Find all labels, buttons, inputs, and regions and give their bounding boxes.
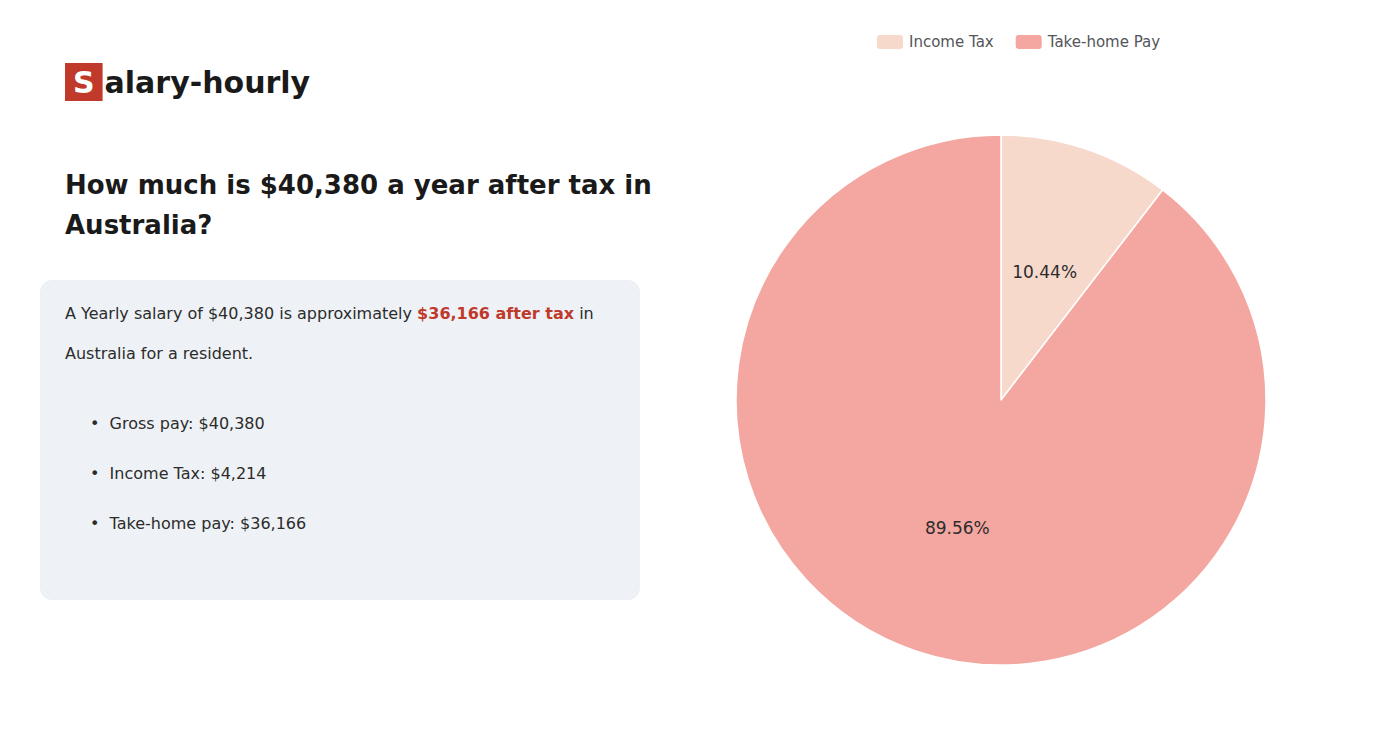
- svg-text:alary-hourly: alary-hourly: [105, 65, 311, 100]
- svg-text:89.56%: 89.56%: [925, 518, 990, 538]
- svg-text:• Take-home pay: $36,166: • Take-home pay: $36,166: [90, 514, 306, 533]
- svg-text:A Yearly salary of $40,380 is: A Yearly salary of $40,380 is approximat…: [65, 304, 417, 323]
- svg-text:Australia?: Australia?: [65, 210, 212, 240]
- svg-text:Australia for a resident.: Australia for a resident.: [65, 344, 253, 363]
- svg-text:in: in: [574, 304, 594, 323]
- svg-text:Take-home Pay: Take-home Pay: [1047, 33, 1161, 51]
- svg-text:$36,166 after tax: $36,166 after tax: [417, 304, 575, 323]
- svg-text:10.44%: 10.44%: [1012, 262, 1077, 282]
- svg-text:• Income Tax: $4,214: • Income Tax: $4,214: [90, 464, 266, 483]
- svg-text:• Gross pay: $40,380: • Gross pay: $40,380: [90, 414, 265, 433]
- svg-text:How much is $40,380 a year aft: How much is $40,380 a year after tax in: [65, 170, 652, 200]
- svg-text:S: S: [73, 65, 95, 100]
- svg-text:Income Tax: Income Tax: [909, 33, 994, 51]
